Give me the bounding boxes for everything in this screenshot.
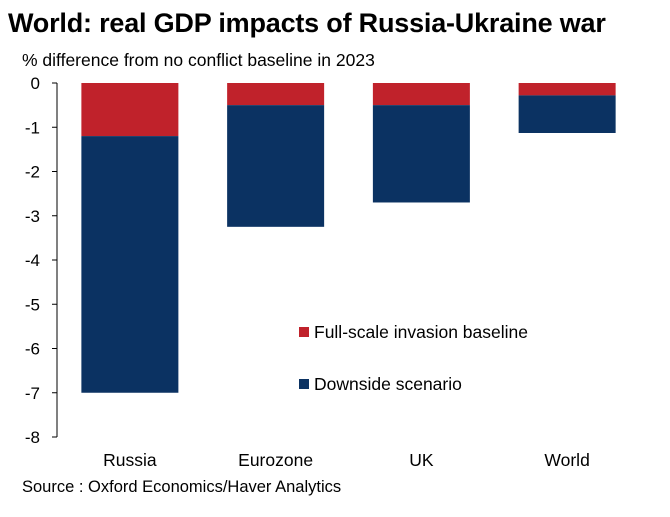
legend-label: Downside scenario [314,374,462,394]
y-tick-label: -8 [25,428,40,447]
bar-russia-series-1 [81,83,179,137]
y-tick-label: -2 [25,163,40,182]
x-category-label: UK [409,450,434,470]
chart-title: World: real GDP impacts of Russia-Ukrain… [8,8,606,38]
x-category-label: Eurozone [238,450,313,470]
bar-eurozone-series-2 [227,105,325,227]
bar-world-series-2 [518,95,616,133]
y-tick-label: -3 [25,207,40,226]
legend-swatch [299,379,309,389]
x-category-label: Russia [103,450,157,470]
bars-group [81,83,616,393]
y-axis: 0 -1 -2 -3 -4 -5 -6 -7 -8 [25,74,58,447]
y-tick-label: -7 [25,384,40,403]
legend: Full-scale invasion baseline Downside sce… [299,322,528,394]
bar-eurozone-series-1 [227,83,325,106]
y-tick-label: 0 [31,74,40,93]
bar-world-series-1 [518,83,616,96]
y-tick-label: -5 [25,295,40,314]
y-tick-label: -1 [25,118,40,137]
bar-uk-series-2 [372,105,470,203]
x-category-label: World [544,450,589,470]
bar-uk-series-1 [372,83,470,106]
y-tick-label: -6 [25,340,40,359]
source-note: Source : Oxford Economics/Haver Analytic… [22,478,342,496]
legend-swatch [299,327,309,337]
chart-subtitle: % difference from no conflict baseline i… [22,50,375,70]
legend-label: Full-scale invasion baseline [314,322,528,342]
y-tick-label: -4 [25,251,40,270]
bar-russia-series-2 [81,136,179,393]
x-axis-labels: Russia Eurozone UK World [103,450,590,470]
